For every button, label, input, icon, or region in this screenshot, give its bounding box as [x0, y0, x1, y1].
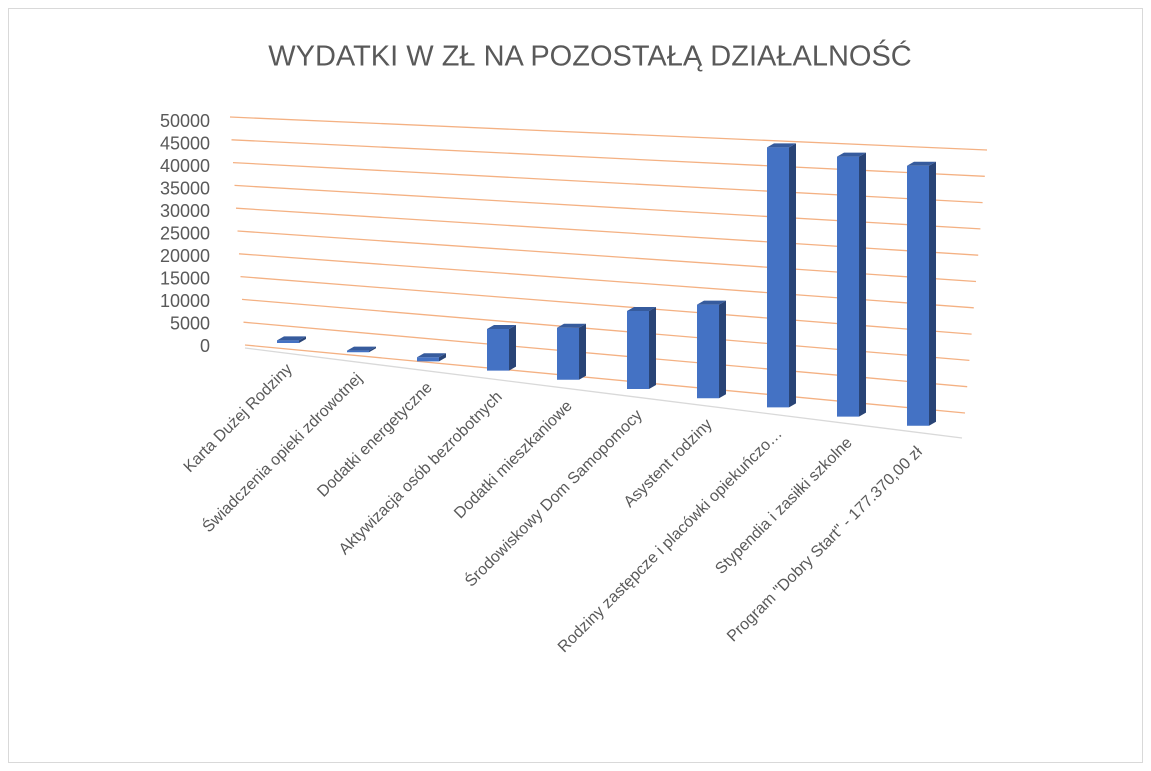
y-tick-label: 25000: [160, 223, 210, 243]
bar: [417, 353, 446, 362]
bar-side: [579, 323, 586, 380]
bar-top: [697, 300, 726, 305]
y-tick-label: 45000: [160, 133, 210, 153]
bar-side: [509, 325, 516, 371]
y-tick-label: 40000: [160, 156, 210, 176]
bar-front: [767, 147, 789, 408]
bar-top: [277, 336, 306, 341]
bar-front: [907, 165, 929, 426]
bar-front: [697, 304, 719, 399]
bar: [697, 300, 726, 399]
bar: [907, 161, 936, 426]
chart-title: WYDATKI W ZŁ NA POZOSTAŁĄ DZIAŁALNOŚĆ: [268, 39, 911, 73]
y-tick-label: 10000: [160, 291, 210, 311]
bar-top: [557, 323, 586, 328]
bar-front: [627, 311, 649, 389]
bar-top: [907, 161, 936, 166]
bar-side: [719, 300, 726, 399]
bar: [277, 336, 306, 343]
bar: [557, 323, 586, 380]
bar-top: [767, 143, 796, 148]
bar-front: [837, 156, 859, 417]
bar-side: [789, 143, 796, 408]
bar-front: [557, 327, 579, 380]
bar: [767, 143, 796, 408]
bar-top: [347, 346, 376, 351]
y-tick-label: 50000: [160, 111, 210, 131]
bar-side: [369, 346, 376, 353]
bar-top: [417, 353, 446, 358]
bar-top: [837, 152, 866, 157]
bar: [347, 346, 376, 353]
bar-side: [929, 161, 936, 426]
y-tick-label: 15000: [160, 268, 210, 288]
y-tick-label: 5000: [170, 313, 210, 333]
bar-front: [417, 357, 439, 362]
bar-side: [649, 307, 656, 389]
y-tick-label: 35000: [160, 178, 210, 198]
bar-front: [487, 329, 509, 371]
bar-side: [439, 353, 446, 362]
floor-line: [244, 347, 963, 439]
bar-top: [627, 307, 656, 311]
bar: [627, 307, 656, 389]
y-tick-label: 30000: [160, 201, 210, 221]
bar-side: [299, 336, 306, 343]
y-tick-label: 20000: [160, 246, 210, 266]
bar: [837, 152, 866, 417]
grid-line: [229, 116, 988, 151]
bar-top: [487, 325, 516, 329]
y-tick-label: 0: [200, 336, 210, 356]
bar-side: [859, 152, 866, 417]
bar-front: [347, 350, 369, 353]
bar: [487, 325, 516, 371]
bar-front: [277, 340, 299, 343]
